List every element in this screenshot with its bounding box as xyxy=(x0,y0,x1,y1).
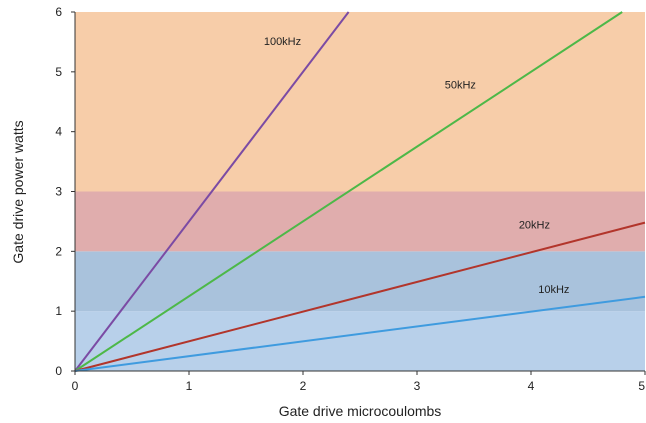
series-label-50kHz: 50kHz xyxy=(445,80,476,92)
y-tick-label: 6 xyxy=(55,5,62,19)
y-tick-label: 3 xyxy=(55,185,62,199)
series-lines xyxy=(74,11,646,372)
y-tick-label: 4 xyxy=(55,125,62,139)
x-tick-label: 0 xyxy=(72,379,79,393)
y-tick-label: 2 xyxy=(55,244,62,258)
band-3 xyxy=(75,12,645,192)
x-tick-label: 1 xyxy=(186,379,193,393)
series-line-50kHz xyxy=(74,11,623,372)
series-label-100kHz: 100kHz xyxy=(264,36,301,48)
series-label-20kHz: 20kHz xyxy=(519,220,550,232)
y-axis-title: Gate drive power watts xyxy=(10,120,26,263)
y-tick-label: 0 xyxy=(55,364,62,378)
series-line-20kHz xyxy=(74,221,646,372)
x-axis-title: Gate drive microcoulombs xyxy=(279,403,442,419)
band-2 xyxy=(75,191,645,252)
x-tick-label: 5 xyxy=(638,379,645,393)
band-1 xyxy=(75,251,645,312)
x-tick-label: 3 xyxy=(414,379,421,393)
series-labels: 100kHz 50kHz 20kHz 10kHz xyxy=(264,36,570,296)
band-0 xyxy=(75,311,645,371)
axes xyxy=(71,11,646,375)
y-tick-label: 1 xyxy=(55,304,62,318)
series-line-100kHz xyxy=(74,11,350,372)
x-tick-labels: 0 1 2 3 4 5 xyxy=(72,379,646,393)
background-bands xyxy=(75,12,645,371)
y-tick-labels: 0 1 2 3 4 5 6 xyxy=(55,5,62,378)
x-tick-label: 2 xyxy=(300,379,307,393)
x-tick-label: 4 xyxy=(528,379,535,393)
y-tick-label: 5 xyxy=(55,65,62,79)
series-label-10kHz: 10kHz xyxy=(538,284,569,296)
series-line-10kHz xyxy=(74,295,646,372)
